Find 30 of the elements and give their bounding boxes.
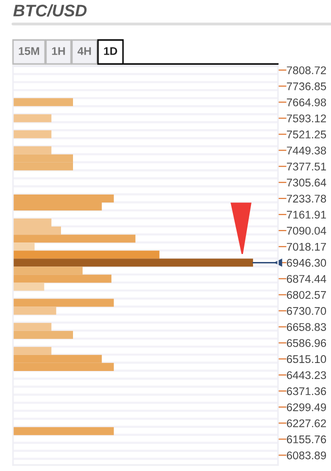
y-tick-label: 6299.49 (286, 403, 326, 412)
y-tick-label: 7808.72 (286, 66, 326, 74)
y-tick-label: 6155.76 (286, 435, 326, 444)
y-tick-label: 6371.36 (286, 387, 326, 396)
y-tick-label: 7233.78 (286, 194, 326, 203)
y-tick-label: 7593.12 (286, 114, 326, 122)
text: 4H (78, 47, 91, 55)
y-tick-label: 6227.62 (286, 419, 326, 428)
text: 15M (18, 47, 40, 55)
y-tick-label: 6083.89 (286, 451, 326, 460)
y-tick-label: 7521.25 (286, 130, 326, 138)
y-tick-label: 7736.85 (286, 82, 326, 90)
y-tick-label: 6946.30 (286, 258, 326, 267)
y-tick-label: 6874.44 (286, 274, 326, 283)
y-tick-label: 6658.83 (286, 323, 326, 331)
y-tick-label: 7090.04 (286, 226, 326, 235)
y-tick-label: 6443.23 (286, 371, 326, 380)
y-tick-label: 7377.51 (286, 162, 326, 170)
text: 1D (104, 47, 118, 55)
y-tick-label: 6730.70 (286, 307, 326, 315)
text: 1H (52, 47, 65, 55)
y-tick-label: 6586.96 (286, 339, 326, 348)
y-tick-label: 7161.91 (286, 210, 326, 219)
y-tick-label: 7449.38 (286, 146, 326, 154)
y-tick-label: 7664.98 (286, 98, 326, 106)
chart-title: BTC/USD (13, 4, 87, 17)
y-tick-label: 7305.64 (286, 178, 326, 187)
y-tick-label: 6515.10 (286, 355, 326, 364)
y-tick-label: 6802.57 (286, 291, 326, 299)
y-tick-label: 7018.17 (286, 242, 326, 251)
